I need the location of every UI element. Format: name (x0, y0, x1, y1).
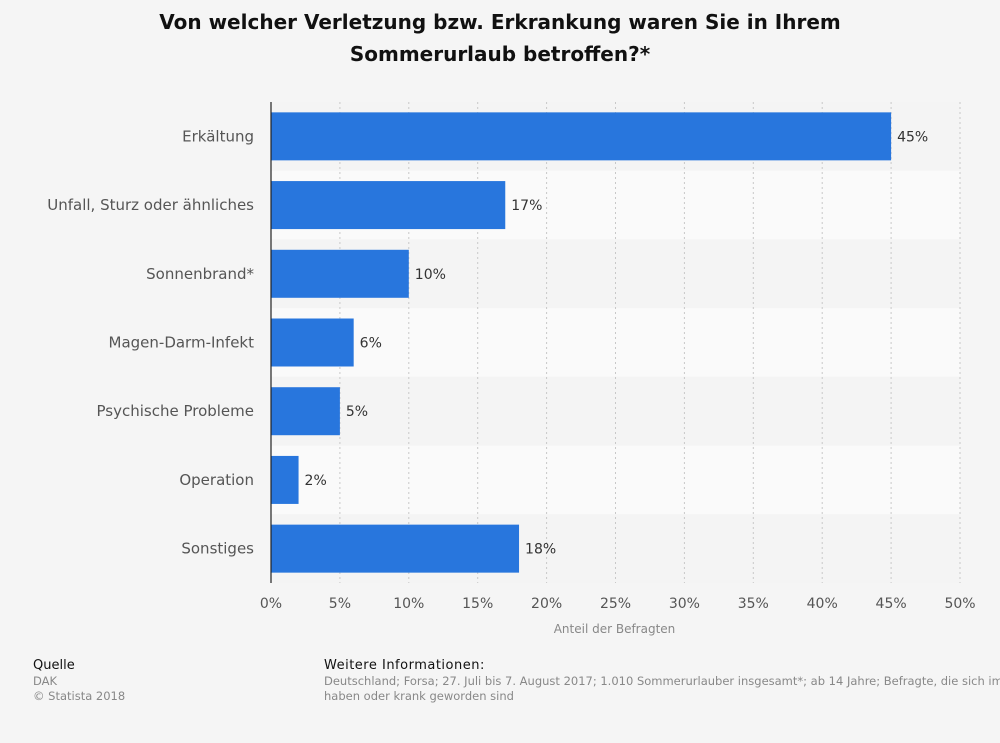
chart-title-line-1: Von welcher Verletzung bzw. Erkrankung w… (159, 10, 841, 34)
x-tick-label: 25% (600, 596, 631, 612)
category-label: Psychische Probleme (96, 402, 254, 420)
bar (271, 318, 354, 367)
info-line-2: haben oder krank geworden sind (324, 689, 514, 703)
info-heading: Weitere Informationen: (324, 658, 485, 673)
category-label: Operation (179, 471, 254, 489)
value-label: 45% (897, 129, 928, 145)
chart-title: Von welcher Verletzung bzw. Erkrankung w… (0, 6, 1000, 70)
source-line-2: © Statista 2018 (33, 689, 126, 703)
x-tick-label: 15% (462, 596, 493, 612)
value-label: 6% (360, 336, 382, 352)
category-label: Unfall, Sturz oder ähnliches (47, 196, 254, 214)
x-tick-label: 40% (807, 596, 838, 612)
chart-title-line-2: Sommerurlaub betroffen?* (349, 42, 651, 66)
bar (271, 112, 892, 161)
category-label: Sonnenbrand* (146, 265, 254, 283)
bar (271, 524, 520, 573)
bar-chart: Erkältung 45% Unfall, Sturz oder ähnliches… (47, 102, 976, 636)
x-tick-label: 5% (329, 596, 351, 612)
bar (271, 249, 409, 298)
source-line-1: DAK (33, 674, 58, 688)
value-label: 5% (346, 404, 368, 420)
x-axis-title: Anteil der Befragten (554, 622, 676, 636)
info-block: Weitere Informationen: Deutschland; Fors… (324, 658, 1000, 704)
x-tick-label: 45% (876, 596, 907, 612)
category-label: Sonstiges (181, 540, 254, 558)
x-tick-label: 30% (669, 596, 700, 612)
bar (271, 455, 299, 504)
x-tick-label: 20% (531, 596, 562, 612)
x-tick-label: 50% (944, 596, 975, 612)
value-label: 10% (415, 267, 446, 283)
x-tick-label: 0% (260, 596, 282, 612)
value-label: 2% (305, 473, 327, 489)
source-block: Quelle DAK © Statista 2018 (33, 658, 283, 704)
value-label: 17% (511, 198, 542, 214)
bar (271, 181, 506, 230)
bar (271, 387, 340, 436)
category-label: Magen-Darm-Infekt (109, 334, 255, 352)
source-heading: Quelle (33, 658, 75, 673)
info-line-1: Deutschland; Forsa; 27. Juli bis 7. Augu… (324, 674, 1000, 688)
x-tick-label: 10% (393, 596, 424, 612)
value-label: 18% (525, 542, 556, 558)
category-label: Erkältung (182, 127, 254, 145)
x-tick-label: 35% (738, 596, 769, 612)
